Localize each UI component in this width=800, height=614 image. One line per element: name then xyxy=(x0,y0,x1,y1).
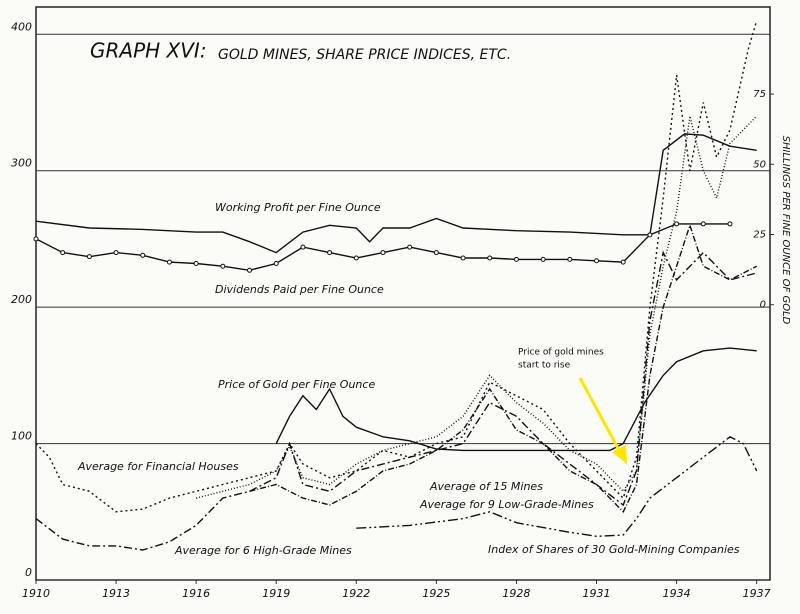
series-marker xyxy=(33,236,39,242)
y-tick-label: 0 xyxy=(25,566,32,579)
x-tick-label: 1913 xyxy=(102,587,130,600)
series-line xyxy=(35,20,758,513)
series-marker xyxy=(567,256,573,262)
series-line xyxy=(356,435,758,538)
series-marker xyxy=(540,256,546,262)
y2-tick-label: 25 xyxy=(753,230,766,241)
x-tick-label: 1937 xyxy=(743,587,771,600)
series-marker xyxy=(513,256,519,262)
series-label: Average for Financial Houses xyxy=(77,460,239,473)
series-line xyxy=(35,250,757,551)
x-tick-label: 1910 xyxy=(22,587,50,600)
y-tick-label: 300 xyxy=(11,157,32,170)
x-tick-label: 1922 xyxy=(342,587,370,600)
y2-tick-label: 0 xyxy=(760,300,766,311)
series-marker xyxy=(380,250,386,256)
series-marker xyxy=(647,232,653,238)
series-line xyxy=(35,133,757,254)
series-marker xyxy=(353,255,359,261)
x-tick-label: 1919 xyxy=(262,587,290,600)
series-marker xyxy=(113,250,119,256)
series-marker xyxy=(273,260,279,266)
y2-axis-label: SHILLINGS PER FINE OUNCE OF GOLD xyxy=(780,136,791,325)
y-tick-label: 100 xyxy=(11,430,32,443)
series-line xyxy=(249,223,758,513)
annotation-arrow xyxy=(578,377,622,453)
series-line xyxy=(275,347,757,452)
series-label: Dividends Paid per Fine Ounce xyxy=(215,283,384,296)
series-label: Index of Shares of 30 Gold-Mining Compan… xyxy=(488,543,740,556)
series-marker xyxy=(700,221,706,227)
annotation-arrowhead xyxy=(612,445,627,464)
y2-tick-label: 75 xyxy=(753,89,766,100)
x-tick-label: 1928 xyxy=(502,587,530,600)
series-marker xyxy=(300,244,306,250)
series-marker xyxy=(86,254,92,260)
series-marker xyxy=(193,260,199,266)
x-tick-label: 1925 xyxy=(422,587,450,600)
y-tick-label: 400 xyxy=(11,20,32,33)
chart-title: GRAPH XVI: xyxy=(90,39,207,63)
series-marker xyxy=(620,259,626,265)
series-marker xyxy=(166,259,172,265)
series-label: Price of Gold per Fine Ounce xyxy=(218,378,375,391)
series-marker xyxy=(674,221,680,227)
series-marker xyxy=(247,267,253,273)
x-tick-label: 1934 xyxy=(663,587,691,600)
x-tick-label: 1916 xyxy=(182,587,210,600)
series-marker xyxy=(140,252,146,258)
series-marker xyxy=(407,244,413,250)
annotation-text: start to rise xyxy=(518,361,571,371)
y-tick-label: 200 xyxy=(11,293,32,306)
series-label: Average for 6 High-Grade Mines xyxy=(174,544,352,557)
x-tick-label: 1931 xyxy=(583,587,611,600)
series-label: Average of 15 Mines xyxy=(429,480,543,493)
y2-tick-label: 50 xyxy=(753,159,766,170)
series-marker xyxy=(60,250,66,256)
series-marker xyxy=(727,221,733,227)
series-marker xyxy=(594,258,600,264)
series-marker xyxy=(433,250,439,256)
series-label: Working Profit per Fine Ounce xyxy=(215,201,381,214)
series-marker xyxy=(487,255,493,261)
series-label: Average for 9 Low-Grade-Mines xyxy=(419,498,594,511)
series-marker xyxy=(220,263,226,269)
series-marker xyxy=(327,250,333,256)
series-marker xyxy=(460,255,466,261)
annotation-text: Price of gold mines xyxy=(518,348,604,358)
chart-subtitle: GOLD MINES, SHARE PRICE INDICES, ETC. xyxy=(218,47,511,63)
